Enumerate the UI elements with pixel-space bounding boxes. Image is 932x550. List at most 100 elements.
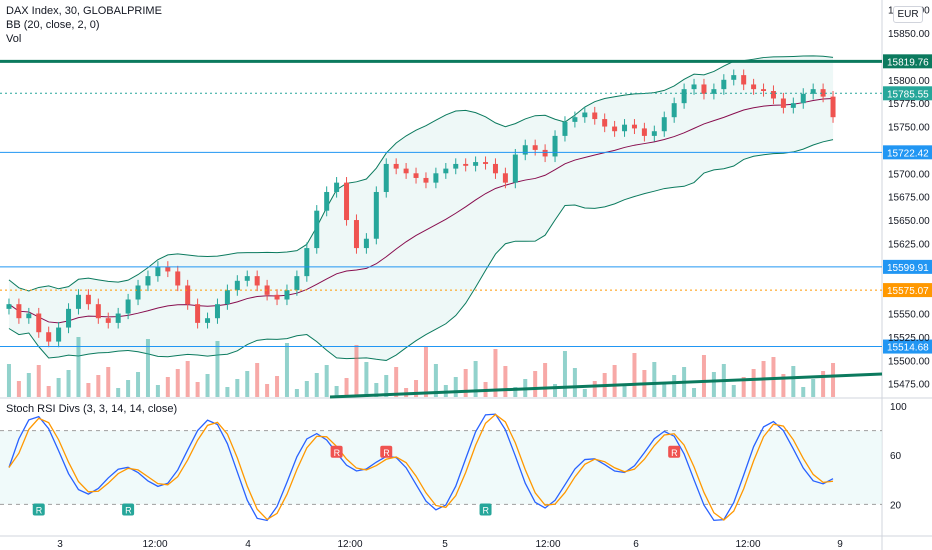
candle-body: [572, 117, 578, 122]
volume-bar: [66, 370, 71, 397]
price-tick-label: 15475.00: [888, 380, 930, 391]
volume-bar: [731, 385, 736, 397]
candle-body: [205, 318, 211, 323]
volume-bar: [791, 366, 796, 397]
candle-body: [75, 294, 81, 309]
candle-body: [751, 84, 757, 90]
candle-body: [661, 117, 667, 132]
time-tick-label: 5: [442, 539, 448, 550]
volume-bar: [652, 362, 657, 397]
price-tick-label: 15625.00: [888, 239, 930, 250]
candle-body: [622, 124, 628, 132]
price-tick-label: 15775.00: [888, 99, 930, 110]
price-tick-label: 15550.00: [888, 310, 930, 321]
rsi-band-fill: [0, 430, 882, 505]
bollinger-fill: [8, 55, 834, 361]
candle-body: [790, 103, 796, 108]
volume-bar: [662, 383, 667, 397]
price-tick-label: 15500.00: [888, 356, 930, 367]
divergence-label: R: [36, 505, 43, 515]
candle-body: [413, 173, 419, 178]
volume-bar: [56, 378, 61, 397]
candle-body: [701, 84, 707, 94]
level-label: 15514.68: [887, 343, 929, 354]
volume-bar: [543, 363, 548, 397]
volume-bar: [275, 376, 280, 397]
volume-bar: [384, 375, 389, 397]
divergence-marker: [668, 445, 681, 458]
volume-bar: [294, 389, 299, 397]
candle-body: [135, 285, 141, 300]
volume-bar: [453, 377, 458, 397]
time-tick-label: 12:00: [142, 539, 167, 550]
candle-body: [36, 313, 42, 333]
volume-bar: [414, 380, 419, 397]
volume-bar: [612, 365, 617, 397]
volume-bar: [622, 386, 627, 397]
volume-bar: [831, 363, 836, 397]
level-label-bg: [883, 339, 932, 354]
volume-bar: [136, 372, 141, 397]
candle-body: [592, 112, 598, 120]
level-label: 15599.91: [887, 263, 929, 274]
volume-bar: [513, 387, 518, 397]
candle-body: [562, 121, 568, 136]
rsi-tick-label: 100: [890, 402, 907, 413]
volume-bar: [503, 366, 508, 397]
volume-bar: [195, 382, 200, 397]
candle-body: [195, 304, 201, 323]
candle-body: [612, 126, 618, 132]
volume-bar: [423, 347, 428, 397]
candle-body: [532, 145, 538, 150]
candle-body: [492, 163, 498, 174]
volume-bar: [672, 375, 677, 397]
candle-body: [353, 220, 359, 249]
candle-body: [810, 89, 816, 94]
divergence-label: R: [483, 505, 490, 515]
candle-body: [373, 191, 379, 239]
candle-body: [711, 89, 717, 94]
level-label: 15819.76: [887, 57, 929, 68]
candle-body: [522, 145, 528, 155]
volume-indicator-label[interactable]: Vol: [6, 33, 22, 45]
bb-indicator-label[interactable]: BB (20, close, 2, 0): [6, 19, 100, 31]
stoch-rsi-label[interactable]: Stoch RSI Divs (3, 3, 14, 14, close): [6, 403, 178, 415]
candle-body: [651, 131, 657, 136]
volume-bar: [16, 381, 21, 397]
candle-body: [671, 103, 677, 118]
bollinger-upper: [8, 55, 834, 292]
volume-bar: [334, 386, 339, 397]
divergence-label: R: [671, 448, 678, 458]
candle-body: [16, 304, 22, 319]
candle-body: [26, 313, 32, 319]
volume-bar: [741, 377, 746, 397]
candle-body: [155, 266, 161, 277]
candle-body: [393, 163, 399, 169]
currency-button[interactable]: EUR: [893, 6, 923, 23]
level-label-bg: [883, 145, 932, 160]
candle-body: [800, 93, 806, 104]
divergence-marker: [32, 503, 45, 516]
candle-body: [473, 162, 479, 166]
candle-body: [741, 75, 747, 85]
candle-body: [214, 304, 220, 319]
candle-body: [145, 276, 151, 286]
divergence-label: R: [383, 448, 390, 458]
level-label-bg: [883, 259, 932, 274]
volume-bar: [245, 371, 250, 397]
time-tick-label: 12:00: [337, 539, 362, 550]
volume-bar: [553, 384, 558, 397]
candle-body: [324, 191, 330, 211]
volume-bar: [165, 377, 170, 397]
price-tick-label: 15675.00: [888, 193, 930, 204]
volume-bar: [284, 343, 289, 397]
volume-bar: [473, 361, 478, 397]
bollinger-basis: [8, 97, 834, 324]
volume-bar: [175, 369, 180, 397]
volume-bar: [711, 372, 716, 397]
price-tick-label: 15650.00: [888, 216, 930, 227]
candle-body: [770, 91, 776, 99]
candle-body: [115, 313, 121, 323]
time-tick-label: 9: [837, 539, 843, 550]
